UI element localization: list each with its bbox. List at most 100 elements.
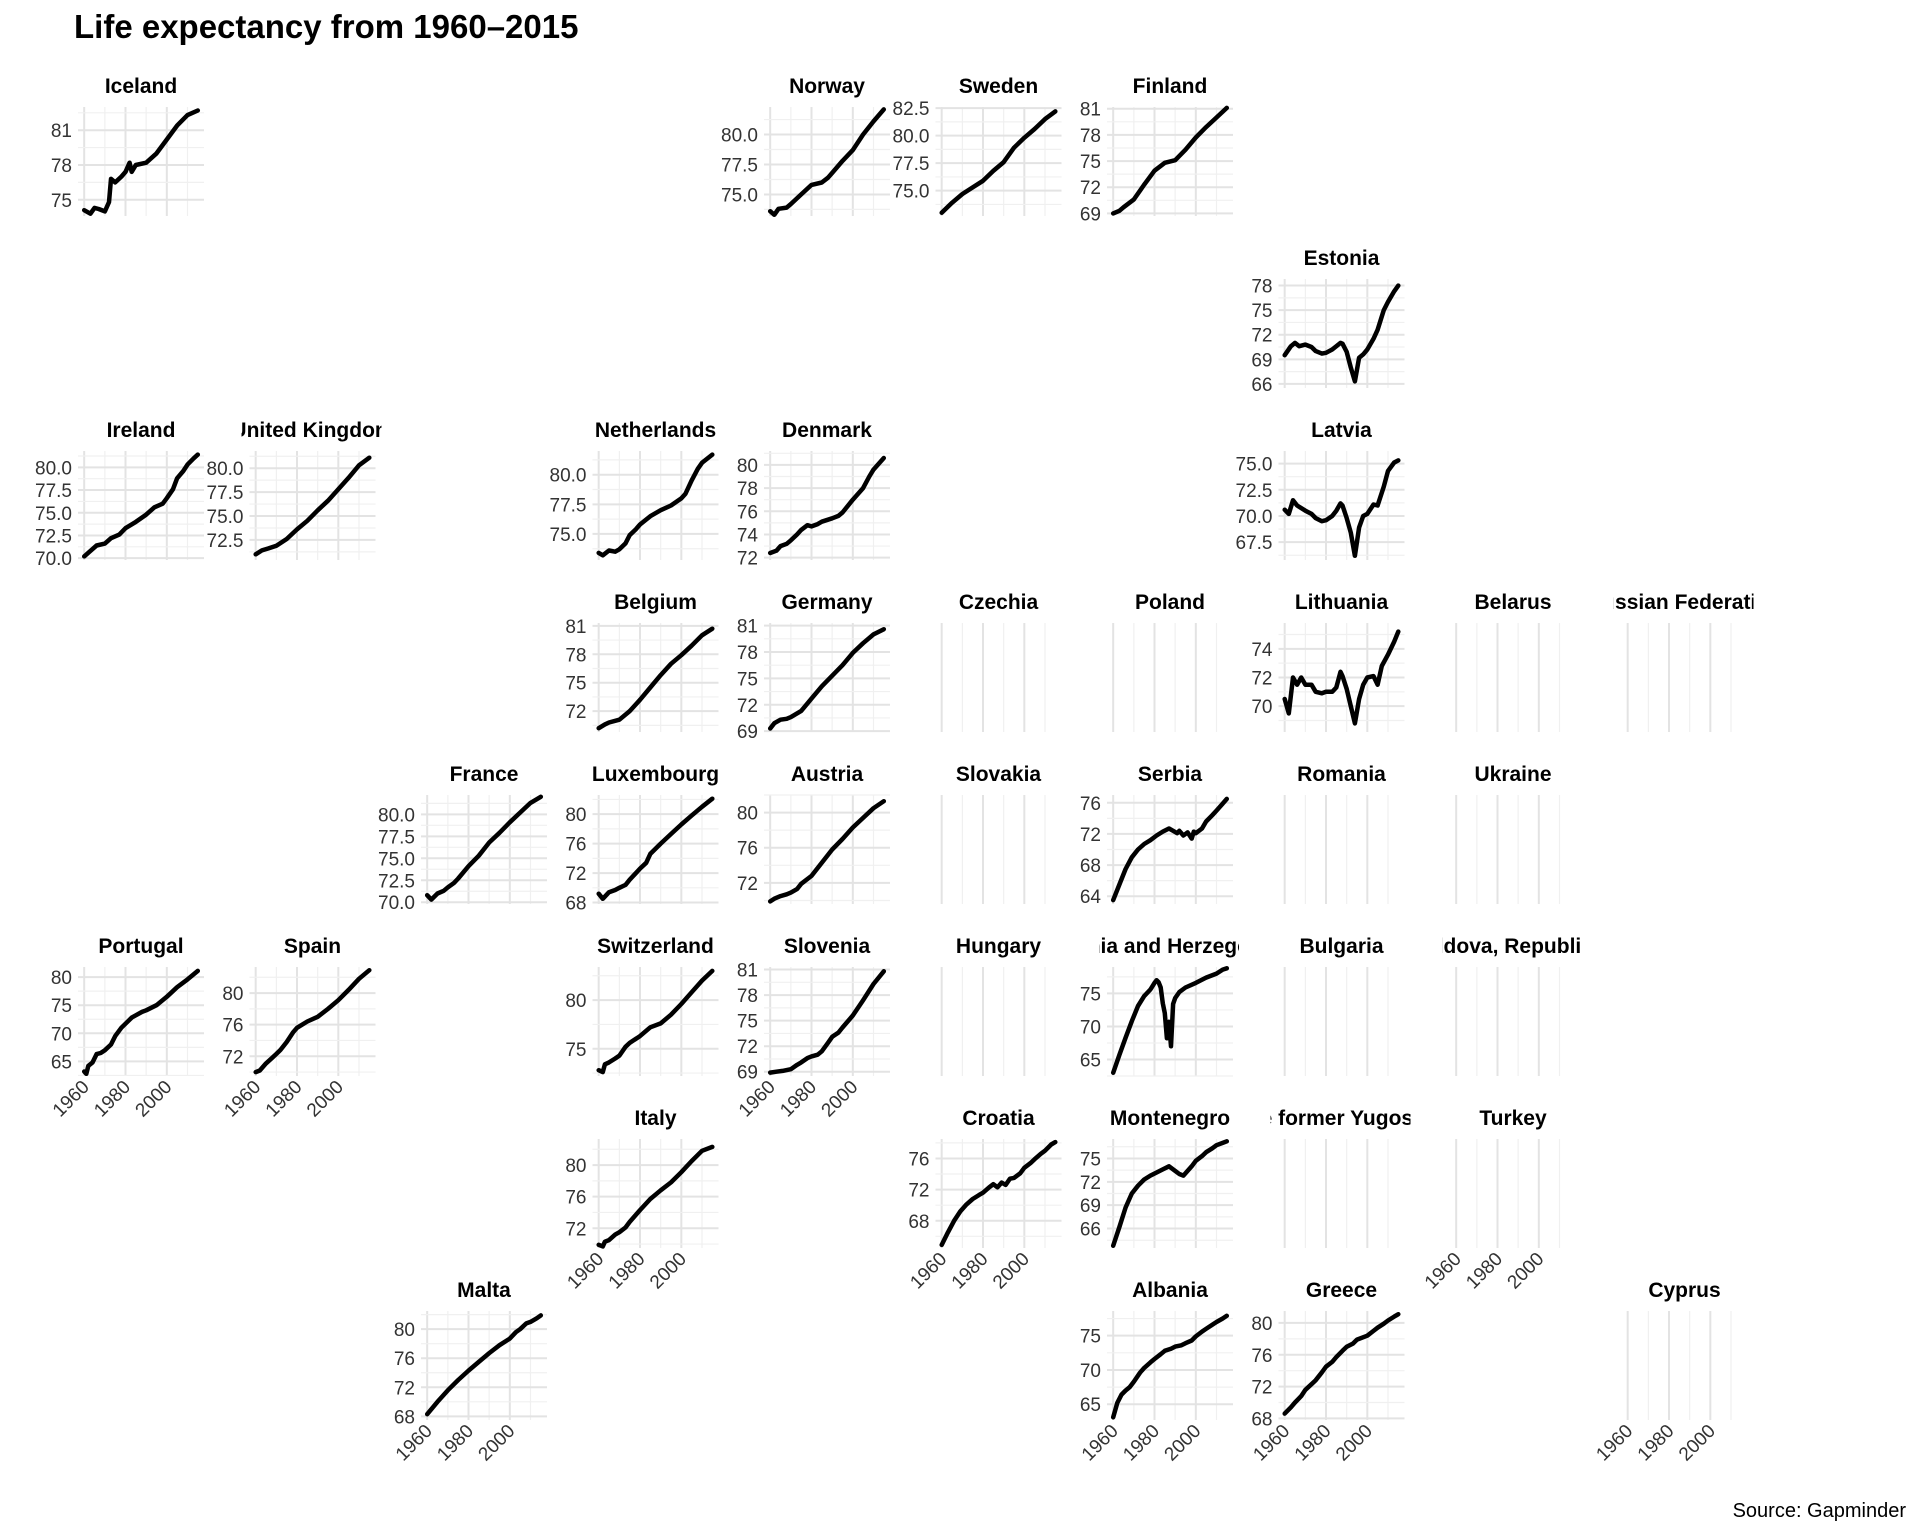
series-line bbox=[596, 1144, 715, 1249]
series-line bbox=[596, 968, 715, 1075]
strip-title: United Kingdom bbox=[231, 419, 393, 442]
x-tick-label: 2000 bbox=[1675, 1421, 1720, 1466]
y-tick-label: 69 bbox=[737, 1063, 758, 1084]
y-tick-label: 81 bbox=[737, 961, 758, 982]
y-tick-label: 81 bbox=[51, 121, 72, 142]
strip-title: Ireland bbox=[107, 419, 176, 442]
series-line bbox=[939, 109, 1058, 215]
strip-title: Hungary bbox=[956, 935, 1042, 958]
facet-ukraine: Ukraine bbox=[1455, 763, 1561, 904]
y-tick-label: 77.5 bbox=[35, 481, 72, 502]
facet-norway: Norway 75.0 77.5 80.0 bbox=[721, 75, 890, 218]
facet-france: France 70.072.575.077.580.0 bbox=[378, 763, 547, 914]
y-tick-label: 80.0 bbox=[207, 459, 244, 480]
y-tick-label: 75 bbox=[1251, 301, 1272, 322]
y-tick-label: 75.0 bbox=[378, 849, 415, 870]
x-tick-label: 1980 bbox=[1462, 1249, 1507, 1294]
x-tick-label: 1960 bbox=[906, 1249, 951, 1294]
y-tick-label: 65 bbox=[51, 1052, 72, 1073]
strip-title: Netherlands bbox=[595, 419, 716, 442]
y-tick-label: 68 bbox=[908, 1212, 929, 1233]
facet-latvia: Latvia 67.5 70.0 72.5 75.0 bbox=[1236, 419, 1405, 560]
y-tick-label: 75 bbox=[51, 996, 72, 1017]
y-tick-label: 80 bbox=[737, 456, 758, 477]
y-tick-label: 76 bbox=[565, 1188, 586, 1209]
strip-title: Slovenia bbox=[784, 935, 871, 958]
x-tick-label: 1980 bbox=[1119, 1421, 1164, 1466]
strip-title: Cyprus bbox=[1648, 1279, 1720, 1302]
series-line bbox=[424, 1313, 544, 1417]
y-tick-label: 74 bbox=[1251, 640, 1273, 661]
x-tick-label: 1960 bbox=[1078, 1421, 1123, 1466]
facet-czechia: Czechia bbox=[940, 591, 1046, 732]
strip-title: France bbox=[450, 763, 519, 786]
y-tick-label: 72 bbox=[737, 549, 758, 570]
x-tick-label: 2000 bbox=[475, 1421, 520, 1466]
y-tick-label: 78 bbox=[565, 645, 586, 666]
strip-title: Bosnia and Herzegovina bbox=[1048, 935, 1292, 958]
y-tick-label: 78 bbox=[737, 986, 758, 1007]
series-line bbox=[939, 1139, 1058, 1248]
facet-united-kingdom: United Kingdom 72.5 75.0 77.5 80.0 bbox=[207, 419, 393, 560]
y-tick-label: 75.0 bbox=[550, 525, 587, 546]
y-tick-label: 75.0 bbox=[721, 185, 758, 206]
y-tick-label: 80 bbox=[1251, 1314, 1272, 1335]
facet-switzerland: Switzerland 75 80 bbox=[565, 935, 719, 1076]
x-tick-label: 2000 bbox=[646, 1249, 691, 1294]
x-tick-label: 1980 bbox=[90, 1077, 135, 1122]
strip-title: Norway bbox=[789, 75, 865, 98]
strip-title: Finland bbox=[1133, 75, 1208, 98]
series-line bbox=[767, 107, 887, 218]
y-tick-label: 69 bbox=[1080, 1196, 1101, 1217]
series-line bbox=[1282, 629, 1401, 726]
y-tick-label: 72.5 bbox=[378, 871, 415, 892]
y-tick-label: 72 bbox=[737, 696, 758, 717]
strip-title: Albania bbox=[1132, 1279, 1208, 1302]
x-tick-label: 1980 bbox=[948, 1249, 993, 1294]
strip-title: Moldova, Republic of bbox=[1407, 935, 1619, 958]
y-tick-label: 72 bbox=[1080, 178, 1101, 199]
facet-romania: Romania bbox=[1283, 763, 1389, 904]
x-tick-label: 1980 bbox=[776, 1077, 821, 1122]
y-tick-label: 75 bbox=[737, 1012, 758, 1033]
y-tick-label: 69 bbox=[1251, 350, 1272, 371]
y-tick-label: 80.0 bbox=[378, 805, 415, 826]
strip-title: Czechia bbox=[959, 591, 1039, 614]
y-tick-label: 76 bbox=[222, 1016, 243, 1037]
strip-title: Ukraine bbox=[1474, 763, 1551, 786]
y-tick-label: 70.0 bbox=[378, 893, 415, 914]
facet-estonia: Estonia 66 69 72 75 78 bbox=[1251, 247, 1405, 396]
series-line bbox=[767, 798, 887, 904]
y-tick-label: 75.0 bbox=[1236, 455, 1273, 476]
y-tick-label: 76 bbox=[565, 835, 586, 856]
y-tick-label: 72 bbox=[565, 702, 586, 723]
y-tick-label: 68 bbox=[1251, 1409, 1272, 1430]
y-tick-label: 80 bbox=[51, 968, 72, 989]
strip-title: Poland bbox=[1135, 591, 1205, 614]
y-tick-label: 75 bbox=[1080, 984, 1101, 1005]
facet-serbia: Serbia 64 68 72 76 bbox=[1080, 763, 1233, 908]
y-tick-label: 75 bbox=[565, 674, 586, 695]
series-line bbox=[596, 626, 715, 731]
x-tick-label: 1960 bbox=[563, 1249, 608, 1294]
y-tick-label: 72 bbox=[394, 1378, 415, 1399]
y-tick-label: 78 bbox=[737, 479, 758, 500]
y-tick-label: 70 bbox=[1080, 1361, 1101, 1382]
y-tick-label: 80 bbox=[565, 991, 586, 1012]
facet-luxembourg: Luxembourg 68 72 76 80 bbox=[565, 763, 719, 915]
y-tick-label: 75.0 bbox=[207, 507, 244, 528]
series-line bbox=[81, 452, 201, 559]
y-tick-label: 72 bbox=[222, 1047, 243, 1068]
strip-title: Portugal bbox=[98, 935, 183, 958]
strip-title: Bulgaria bbox=[1299, 935, 1383, 958]
x-tick-label: 2000 bbox=[818, 1077, 863, 1122]
y-tick-label: 70.0 bbox=[35, 549, 72, 570]
series-line bbox=[1282, 1311, 1401, 1416]
strip-title: Italy bbox=[634, 1107, 676, 1130]
